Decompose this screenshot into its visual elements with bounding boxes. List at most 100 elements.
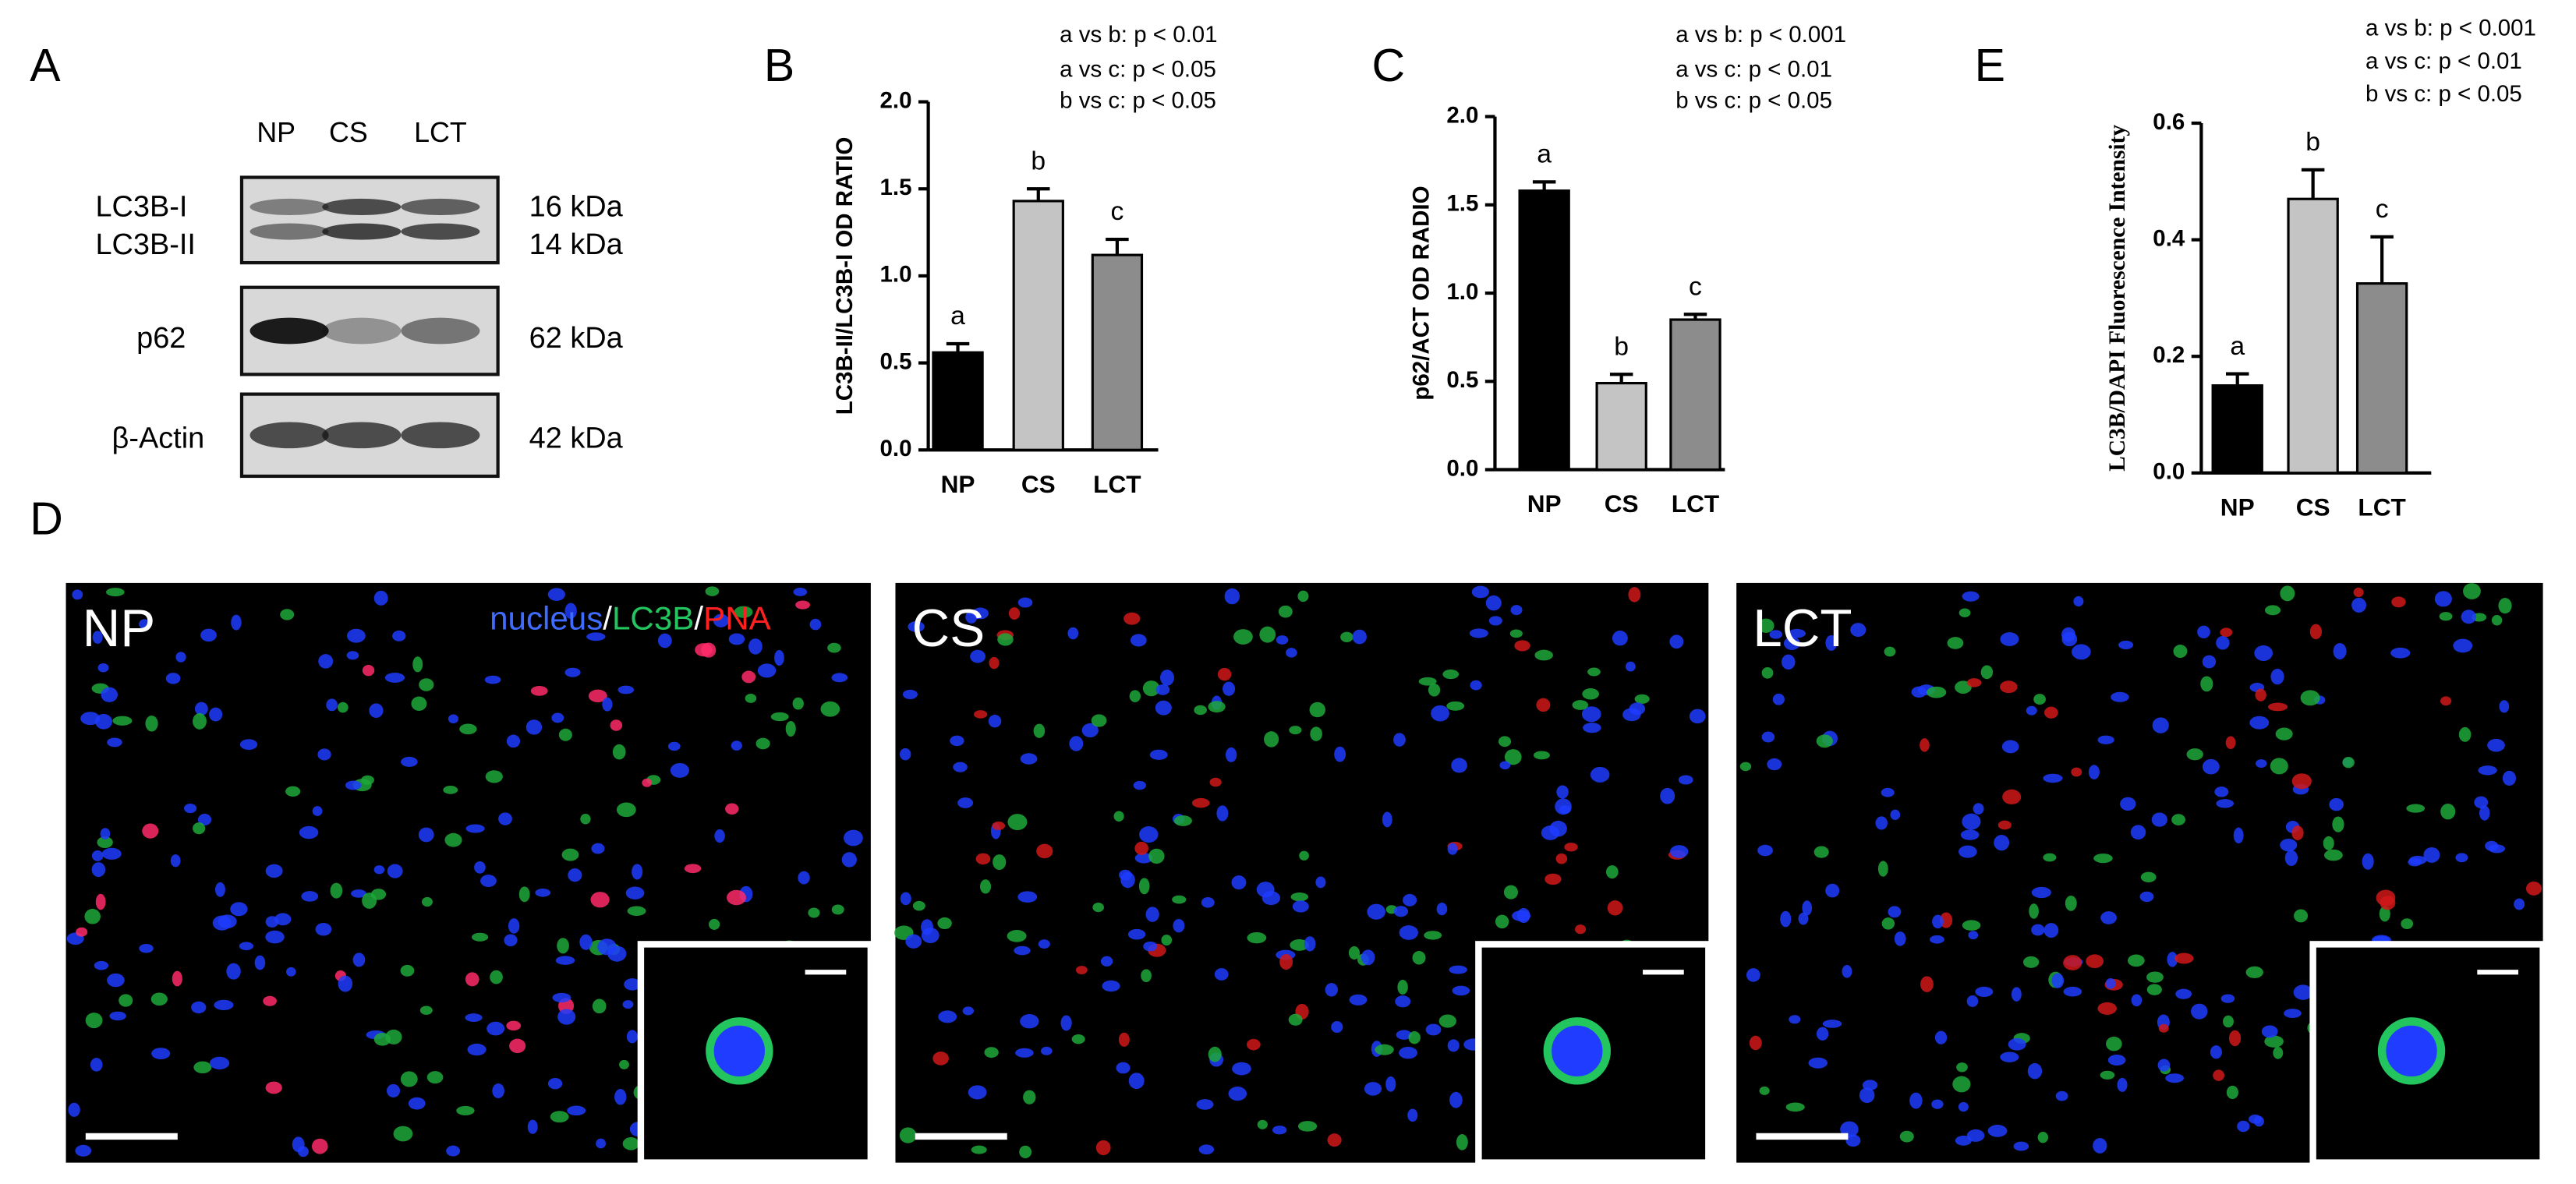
x-tick-label: LCT (2358, 493, 2405, 521)
cell (725, 803, 739, 815)
cell (2280, 838, 2298, 852)
cell (1499, 761, 1511, 770)
cell (1223, 681, 1236, 696)
cell (1449, 965, 1467, 974)
cell (1825, 883, 1840, 898)
cell (971, 1145, 987, 1154)
panel-label: C (1371, 40, 1405, 91)
cell (373, 590, 388, 606)
cell (2022, 956, 2040, 968)
cell (610, 719, 623, 731)
cell (1966, 678, 1982, 687)
cell (2200, 676, 2213, 692)
bar (1518, 189, 1570, 472)
cell (1309, 702, 1326, 718)
cell (1129, 690, 1141, 702)
cell (619, 1059, 629, 1069)
bar (1669, 318, 1721, 472)
cell (1877, 861, 1888, 877)
cell (91, 862, 106, 878)
cell (1008, 607, 1021, 620)
image-label: CS (912, 599, 985, 658)
cell (1228, 1087, 1247, 1101)
cell (2175, 988, 2192, 999)
cell (1968, 931, 1979, 940)
cell (426, 1071, 444, 1084)
cell (1987, 1125, 2008, 1137)
cell (1145, 907, 1159, 922)
cell (239, 942, 253, 951)
y-tick-label: 0.5 (880, 348, 912, 374)
cell (626, 1030, 638, 1044)
cell (492, 1083, 504, 1099)
cell (1802, 900, 1813, 916)
cell (112, 716, 133, 726)
cell (1958, 1101, 1969, 1112)
cell (1920, 976, 1934, 992)
cell (2406, 804, 2426, 813)
cell (1629, 702, 1646, 716)
legend-entry: PNA (703, 599, 772, 636)
cell (1173, 918, 1185, 933)
cell (558, 728, 572, 741)
cell (1209, 777, 1222, 787)
row-label: β-Actin (112, 422, 205, 455)
cell (616, 802, 636, 818)
cell (226, 963, 241, 980)
cell (392, 630, 406, 641)
cell (670, 762, 689, 778)
cell (1894, 931, 1906, 946)
cell (465, 972, 479, 987)
x-tick-label: NP (2220, 493, 2255, 521)
cell (2202, 758, 2220, 775)
cell (1469, 628, 1488, 638)
cell (2223, 1015, 2234, 1028)
cell (1217, 667, 1232, 681)
cell (1431, 705, 1449, 722)
y-tick-label: 0.6 (2153, 109, 2185, 135)
cell (1173, 815, 1192, 826)
cell (2440, 696, 2452, 706)
cell (1759, 1086, 1770, 1095)
cell (1060, 1015, 1072, 1031)
band-size: 14 kDa (529, 228, 624, 261)
cell (471, 932, 489, 942)
cell (2000, 680, 2018, 694)
cell (831, 904, 844, 915)
cell (1091, 714, 1107, 727)
x-tick-label: CS (1021, 470, 1056, 498)
cell (938, 1010, 957, 1023)
cell (301, 891, 319, 902)
cell (1533, 751, 1550, 760)
cell (547, 1078, 563, 1090)
cell (714, 829, 725, 843)
cell (2197, 625, 2210, 638)
cell (85, 1013, 103, 1029)
cell (2071, 767, 2082, 777)
cell (1881, 917, 1895, 930)
cell (2226, 1085, 2238, 1100)
cell (411, 696, 427, 711)
cell (1118, 1032, 1130, 1047)
cell (1669, 634, 1684, 649)
cell (1446, 701, 1465, 711)
cell (487, 1021, 505, 1036)
cell (2065, 896, 2077, 911)
cell (2100, 1070, 2115, 1080)
cell (1224, 588, 1240, 605)
cell (1148, 848, 1165, 864)
band (401, 422, 480, 449)
cell (1952, 1076, 1971, 1093)
cell (2474, 796, 2489, 809)
cell (448, 714, 459, 724)
cell (418, 827, 434, 843)
cell (1216, 805, 1229, 822)
bar (2287, 197, 2339, 475)
cell (792, 697, 804, 710)
cell (151, 1048, 171, 1060)
cell (1783, 636, 1800, 651)
cell (1348, 946, 1361, 960)
bar-letter: c (2376, 194, 2389, 224)
cell (1327, 1133, 1342, 1147)
cell (400, 964, 415, 977)
